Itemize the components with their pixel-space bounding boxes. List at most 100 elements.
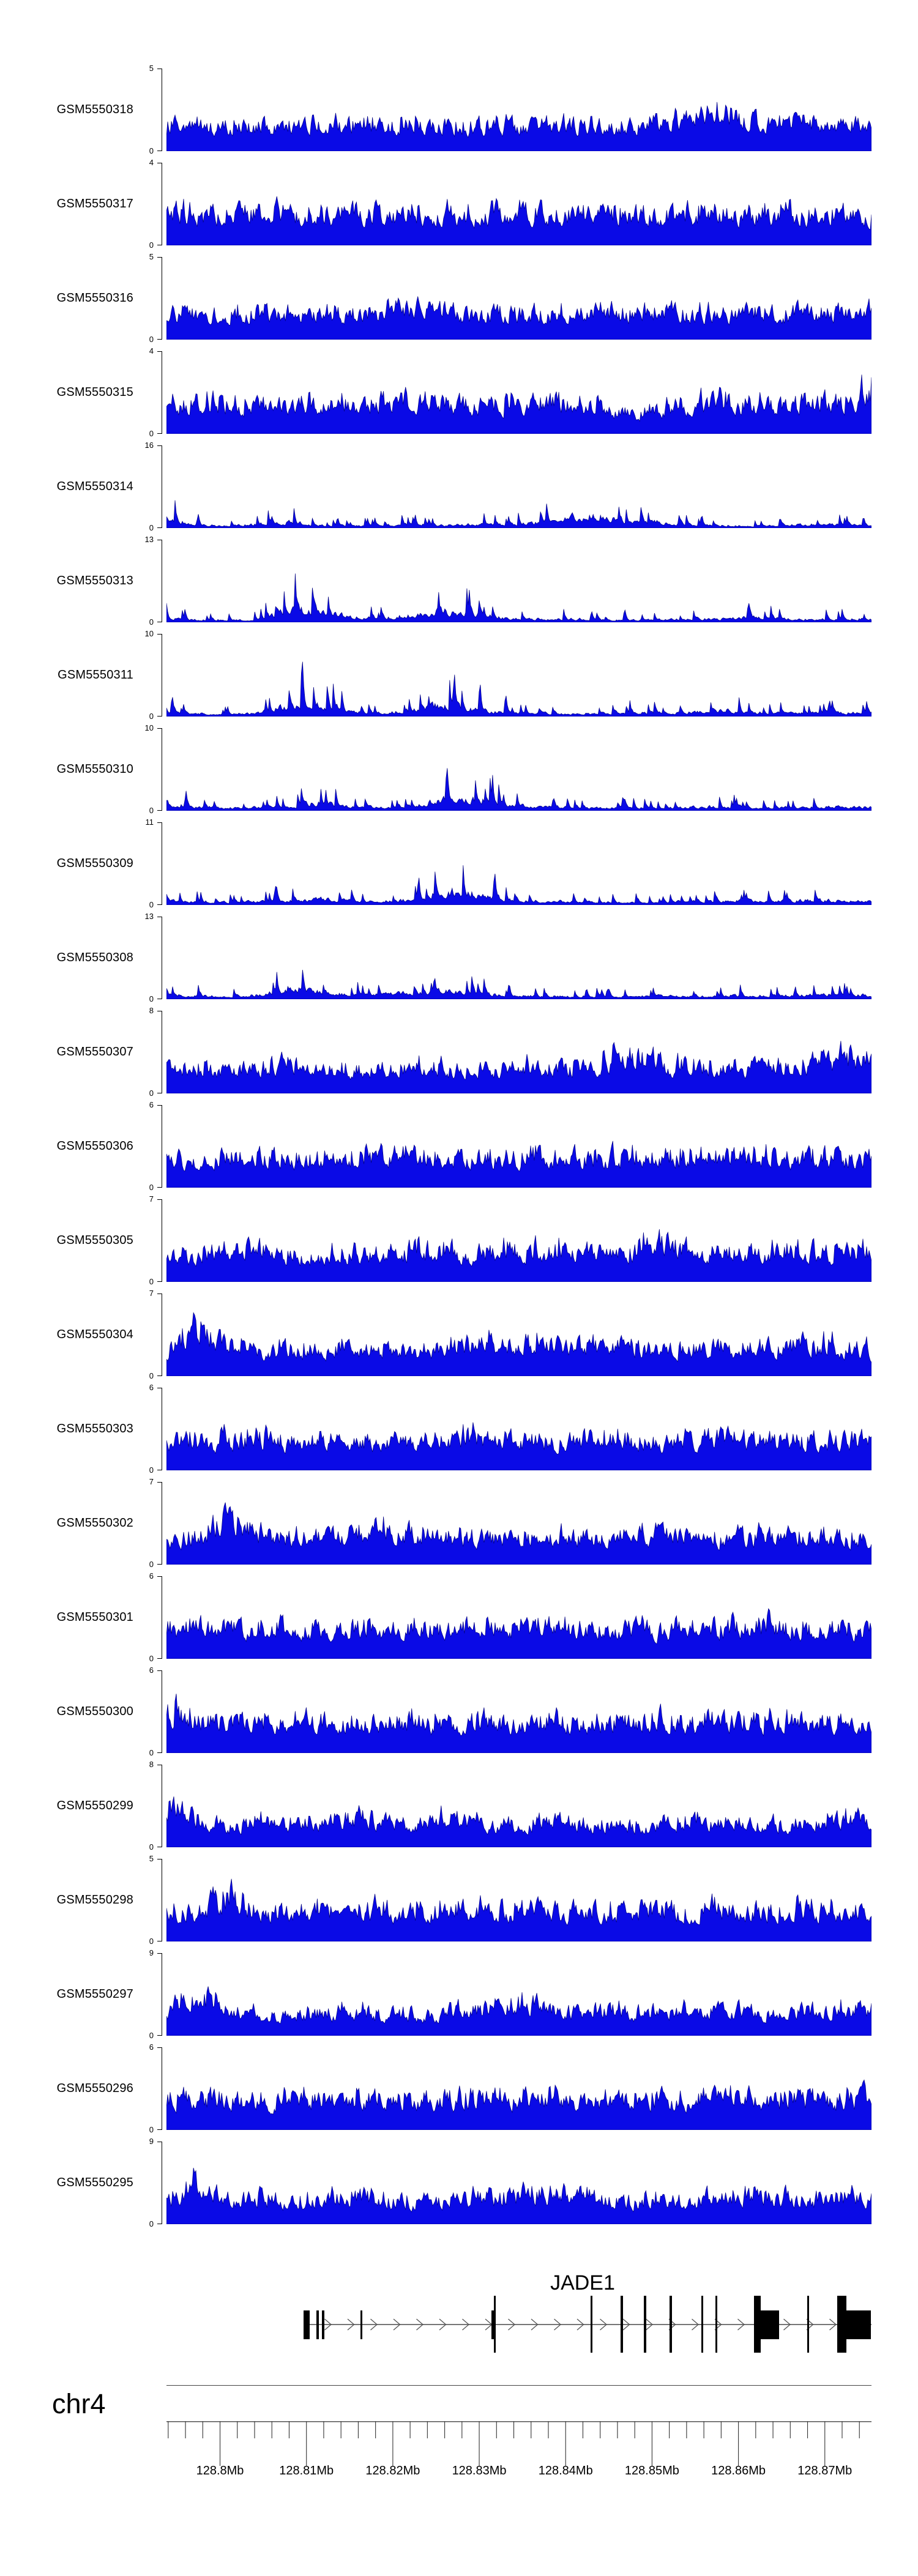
strand-arrow-icon	[646, 2318, 653, 2331]
signal-area-plot	[166, 196, 871, 245]
gsm-track-label: GSM5550305	[56, 1234, 133, 1247]
exon-block	[494, 2296, 496, 2353]
gsm-track-label: GSM5550315	[56, 385, 133, 399]
track-y-axis	[157, 2047, 162, 2130]
track-zero-label: 0	[149, 523, 154, 532]
track-zero-label: 0	[149, 1748, 154, 1757]
signal-area-plot	[166, 1312, 871, 1376]
track-ymax-label: 9	[149, 1948, 154, 1957]
gsm-track-label: GSM5550306	[56, 1139, 133, 1153]
exon-block	[846, 2310, 871, 2339]
axis-tick-label: 128.87Mb	[797, 2464, 853, 2477]
track-y-axis	[157, 1576, 162, 1659]
gsm-track-label: GSM5550298	[56, 1893, 133, 1907]
track-y-axis	[157, 2142, 162, 2224]
gsm-track-label: GSM5550296	[56, 2082, 133, 2095]
strand-arrow-icon	[462, 2318, 469, 2331]
track-y-axis	[157, 445, 162, 528]
signal-area-plot	[166, 661, 871, 717]
exon-block	[807, 2296, 809, 2353]
exon-block	[754, 2296, 761, 2353]
gsm-track-label: GSM5550318	[56, 103, 133, 116]
signal-area-plot	[166, 2167, 871, 2224]
exon-block	[304, 2310, 310, 2339]
strand-arrow-icon	[577, 2318, 584, 2331]
signal-area-plot	[166, 1796, 871, 1847]
gsm-track-label: GSM5550314	[56, 480, 133, 493]
track-y-axis	[157, 1105, 162, 1188]
track-y-axis	[157, 634, 162, 717]
track-zero-label: 0	[149, 617, 154, 627]
track-y-axis	[157, 1953, 162, 2036]
strand-arrow-icon	[783, 2318, 791, 2331]
axis-tick-label: 128.84Mb	[538, 2464, 593, 2477]
axis-tick-label: 128.83Mb	[452, 2464, 507, 2477]
strand-arrow-icon	[416, 2318, 424, 2331]
track-y-axis	[157, 917, 162, 999]
gsm-track-label: GSM5550309	[56, 857, 133, 870]
track-zero-label: 0	[149, 335, 154, 344]
track-y-axis	[157, 1199, 162, 1282]
track-ymax-label: 4	[149, 158, 154, 167]
exon-block	[621, 2296, 623, 2353]
track-y-axis	[157, 257, 162, 340]
track-zero-label: 0	[149, 429, 154, 438]
axis-tick-label: 128.81Mb	[279, 2464, 334, 2477]
strand-arrow-icon	[622, 2318, 630, 2331]
track-zero-label: 0	[149, 2125, 154, 2134]
axis-tick-label: 128.85Mb	[624, 2464, 679, 2477]
exon-block	[715, 2296, 717, 2353]
strand-arrow-icon	[508, 2318, 515, 2331]
track-zero-label: 0	[149, 712, 154, 721]
track-ymax-label: 5	[149, 252, 154, 261]
chromosome-label: chr4	[52, 2388, 106, 2419]
strand-arrow-icon	[692, 2318, 699, 2331]
exon-block	[360, 2310, 362, 2339]
track-ymax-label: 5	[149, 64, 154, 73]
gsm-track-label: GSM5550300	[56, 1705, 133, 1718]
exon-block	[701, 2296, 703, 2353]
signal-area-plot	[166, 2079, 871, 2130]
track-zero-label: 0	[149, 806, 154, 815]
track-ymax-label: 11	[145, 817, 154, 827]
track-ymax-label: 4	[149, 346, 154, 356]
signal-area-plot	[166, 1229, 871, 1282]
exon-block	[591, 2296, 592, 2353]
strand-arrow-icon	[554, 2318, 561, 2331]
exon-block	[761, 2310, 779, 2339]
exon-block	[491, 2310, 494, 2339]
signal-area-plot	[166, 374, 871, 434]
axis-tick-label: 128.8Mb	[196, 2464, 244, 2477]
track-ymax-label: 10	[144, 629, 154, 638]
strand-arrow-icon	[829, 2318, 837, 2331]
gsm-track-label: GSM5550313	[56, 574, 133, 587]
track-y-axis	[157, 540, 162, 622]
track-y-axis	[157, 1670, 162, 1753]
track-y-axis	[157, 163, 162, 245]
exon-block	[316, 2310, 319, 2339]
track-ymax-label: 6	[149, 1571, 154, 1580]
signal-area-plot	[166, 573, 871, 622]
gsm-track-label: GSM5550316	[56, 291, 133, 305]
strand-arrow-icon	[347, 2318, 355, 2331]
track-y-axis	[157, 1482, 162, 1565]
track-y-axis	[157, 69, 162, 151]
track-zero-label: 0	[149, 1842, 154, 1852]
strand-arrow-icon	[370, 2318, 378, 2331]
genome-axis	[166, 2421, 871, 2466]
track-zero-label: 0	[149, 1089, 154, 1098]
signal-area-plot	[166, 1878, 871, 1941]
gsm-track-label: GSM5550295	[56, 2176, 133, 2189]
signal-area-plot	[166, 969, 871, 999]
exon-block	[322, 2310, 324, 2339]
track-ymax-label: 13	[144, 912, 154, 921]
track-zero-label: 0	[149, 1654, 154, 1663]
track-separator-line	[166, 2385, 871, 2386]
signal-area-plot	[166, 865, 871, 905]
track-ymax-label: 16	[144, 441, 154, 450]
track-y-axis	[157, 822, 162, 905]
track-zero-label: 0	[149, 2219, 154, 2228]
track-y-axis	[157, 1294, 162, 1376]
gsm-track-label: GSM5550304	[56, 1328, 133, 1341]
